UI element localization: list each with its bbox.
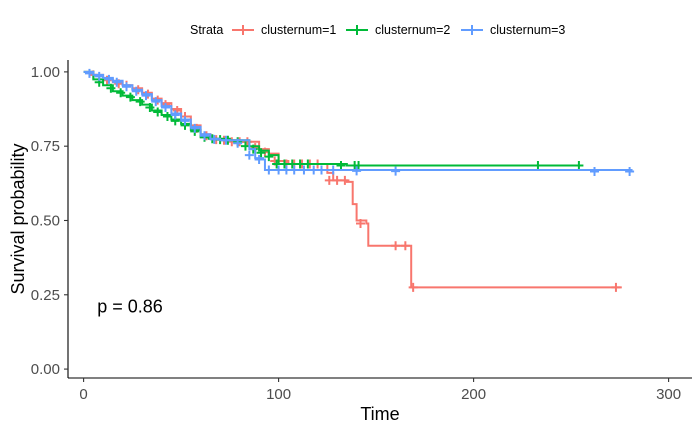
legend-label: clusternum=1 bbox=[261, 23, 336, 37]
censor-mark bbox=[125, 92, 135, 102]
censor-mark bbox=[104, 74, 114, 84]
censor-mark bbox=[408, 282, 418, 292]
y-tick-label: 1.00 bbox=[31, 64, 60, 81]
legend-key bbox=[232, 25, 254, 35]
censor-mark bbox=[625, 166, 635, 176]
censor-mark bbox=[400, 241, 410, 251]
censor-mark bbox=[170, 110, 180, 120]
censor-mark bbox=[141, 91, 151, 101]
censor-mark bbox=[122, 82, 131, 92]
censor-mark bbox=[131, 86, 141, 96]
censor-mark bbox=[145, 103, 155, 113]
censor-mark bbox=[295, 159, 305, 169]
censor-mark bbox=[289, 165, 299, 175]
censor-mark bbox=[84, 68, 94, 78]
censor-mark bbox=[354, 161, 364, 171]
censor-mark bbox=[340, 175, 350, 185]
x-axis-title: Time bbox=[360, 404, 399, 424]
censor-mark bbox=[162, 111, 172, 121]
legend-key bbox=[461, 25, 483, 35]
censor-mark bbox=[161, 103, 170, 113]
censor-mark bbox=[190, 123, 200, 133]
censor-mark bbox=[264, 165, 274, 175]
legend-title: Strata bbox=[190, 23, 223, 37]
survival-curve bbox=[83, 70, 583, 167]
censor-mark bbox=[135, 97, 145, 107]
legend-item-1: clusternum=1 bbox=[232, 23, 336, 37]
y-tick-label: 0.25 bbox=[31, 287, 60, 304]
legend-item-2: clusternum=2 bbox=[346, 23, 450, 37]
legend: Strata clusternum=1 clusternum=2 clusternu… bbox=[190, 23, 565, 37]
censor-mark bbox=[328, 165, 338, 175]
censor-mark bbox=[221, 135, 231, 145]
censor-mark bbox=[533, 161, 543, 171]
legend-label: clusternum=2 bbox=[375, 23, 450, 37]
x-tick-label: 100 bbox=[266, 386, 291, 403]
censor-mark bbox=[391, 241, 401, 251]
legend-label: clusternum=3 bbox=[490, 23, 565, 37]
legend-item-3: clusternum=3 bbox=[461, 23, 565, 37]
censor-mark bbox=[303, 159, 313, 169]
censor-mark bbox=[590, 166, 599, 176]
censor-mark bbox=[244, 150, 254, 160]
censor-mark bbox=[209, 134, 219, 144]
axes: 0.00 0.25 0.50 0.75 1.00 0 100 200 300 bbox=[31, 60, 692, 403]
censor-mark bbox=[180, 116, 190, 126]
censor-mark bbox=[611, 282, 621, 292]
series-3 bbox=[83, 68, 635, 176]
censor-mark bbox=[264, 152, 274, 162]
censor-mark bbox=[356, 218, 365, 228]
censor-mark bbox=[391, 166, 401, 176]
y-tick-label: 0.50 bbox=[31, 212, 60, 229]
censor-mark bbox=[153, 107, 163, 117]
censor-mark bbox=[272, 159, 282, 169]
censor-mark bbox=[279, 159, 289, 169]
censor-mark bbox=[317, 165, 326, 175]
censor-mark bbox=[274, 165, 284, 175]
survival-curve bbox=[83, 70, 633, 172]
y-tick-label: 0.00 bbox=[31, 361, 60, 378]
censor-mark bbox=[332, 175, 342, 185]
p-value-annotation: p = 0.86 bbox=[97, 297, 163, 317]
censor-mark bbox=[254, 155, 264, 165]
censor-mark bbox=[336, 161, 346, 171]
censor-mark bbox=[324, 175, 334, 185]
censor-mark bbox=[106, 83, 116, 93]
plot-area bbox=[83, 68, 635, 292]
censor-mark bbox=[299, 165, 309, 175]
censor-mark bbox=[151, 97, 161, 107]
y-tick-label: 0.75 bbox=[31, 138, 60, 155]
censor-mark bbox=[309, 165, 319, 175]
censor-mark bbox=[242, 137, 252, 147]
series-2 bbox=[83, 70, 584, 171]
censor-mark bbox=[116, 88, 126, 98]
censor-mark bbox=[281, 165, 291, 175]
x-tick-label: 0 bbox=[79, 386, 87, 403]
x-tick-label: 300 bbox=[656, 386, 681, 403]
x-tick-label: 200 bbox=[461, 386, 486, 403]
legend-key bbox=[346, 25, 368, 35]
censor-mark bbox=[233, 138, 243, 148]
y-axis-title: Survival probability bbox=[8, 143, 28, 294]
censor-mark bbox=[256, 148, 266, 158]
censor-mark bbox=[574, 161, 584, 171]
censor-mark bbox=[287, 159, 297, 169]
series-1 bbox=[83, 70, 622, 292]
censor-mark bbox=[200, 131, 209, 141]
censor-mark bbox=[94, 71, 104, 81]
censor-mark bbox=[352, 166, 362, 176]
censor-mark bbox=[112, 77, 122, 87]
